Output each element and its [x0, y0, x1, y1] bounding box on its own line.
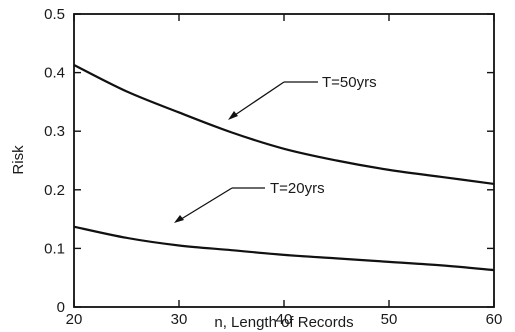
y-tick-label: 0 [57, 299, 65, 316]
arrowhead-t50 [228, 111, 238, 120]
y-tick-label: 0.3 [44, 123, 65, 140]
annotation-layer: T=50yrs T=20yrs [174, 74, 377, 223]
y-axis-label: Risk [10, 145, 27, 175]
y-tick-label: 0.4 [44, 65, 65, 82]
series-line-t50 [73, 63, 495, 186]
plot-frame [73, 13, 495, 308]
tick-group: 20 30 40 50 60 0 0.1 0.2 0.3 0.4 0.5 [44, 6, 502, 328]
x-axis-label: n, Length of Records [214, 314, 353, 331]
x-tick-label: 30 [171, 311, 188, 328]
y-tick-label: 0.5 [44, 6, 65, 23]
annotation-label-t20: T=20yrs [270, 180, 325, 197]
x-tick-label: 40 [276, 311, 293, 328]
arrowhead-t20 [174, 215, 184, 223]
x-tick-label: 60 [486, 311, 503, 328]
series-line-t20 [73, 225, 495, 272]
y-tick-label: 0.2 [44, 182, 65, 199]
annotation-label-t50: T=50yrs [322, 74, 377, 91]
annotation-arrow-t50 [231, 81, 285, 118]
x-tick-label: 20 [66, 311, 83, 328]
x-tick-label: 50 [381, 311, 398, 328]
annotation-arrow-t20 [177, 187, 233, 222]
y-tick-label: 0.1 [44, 240, 65, 257]
series-layer [73, 63, 495, 272]
